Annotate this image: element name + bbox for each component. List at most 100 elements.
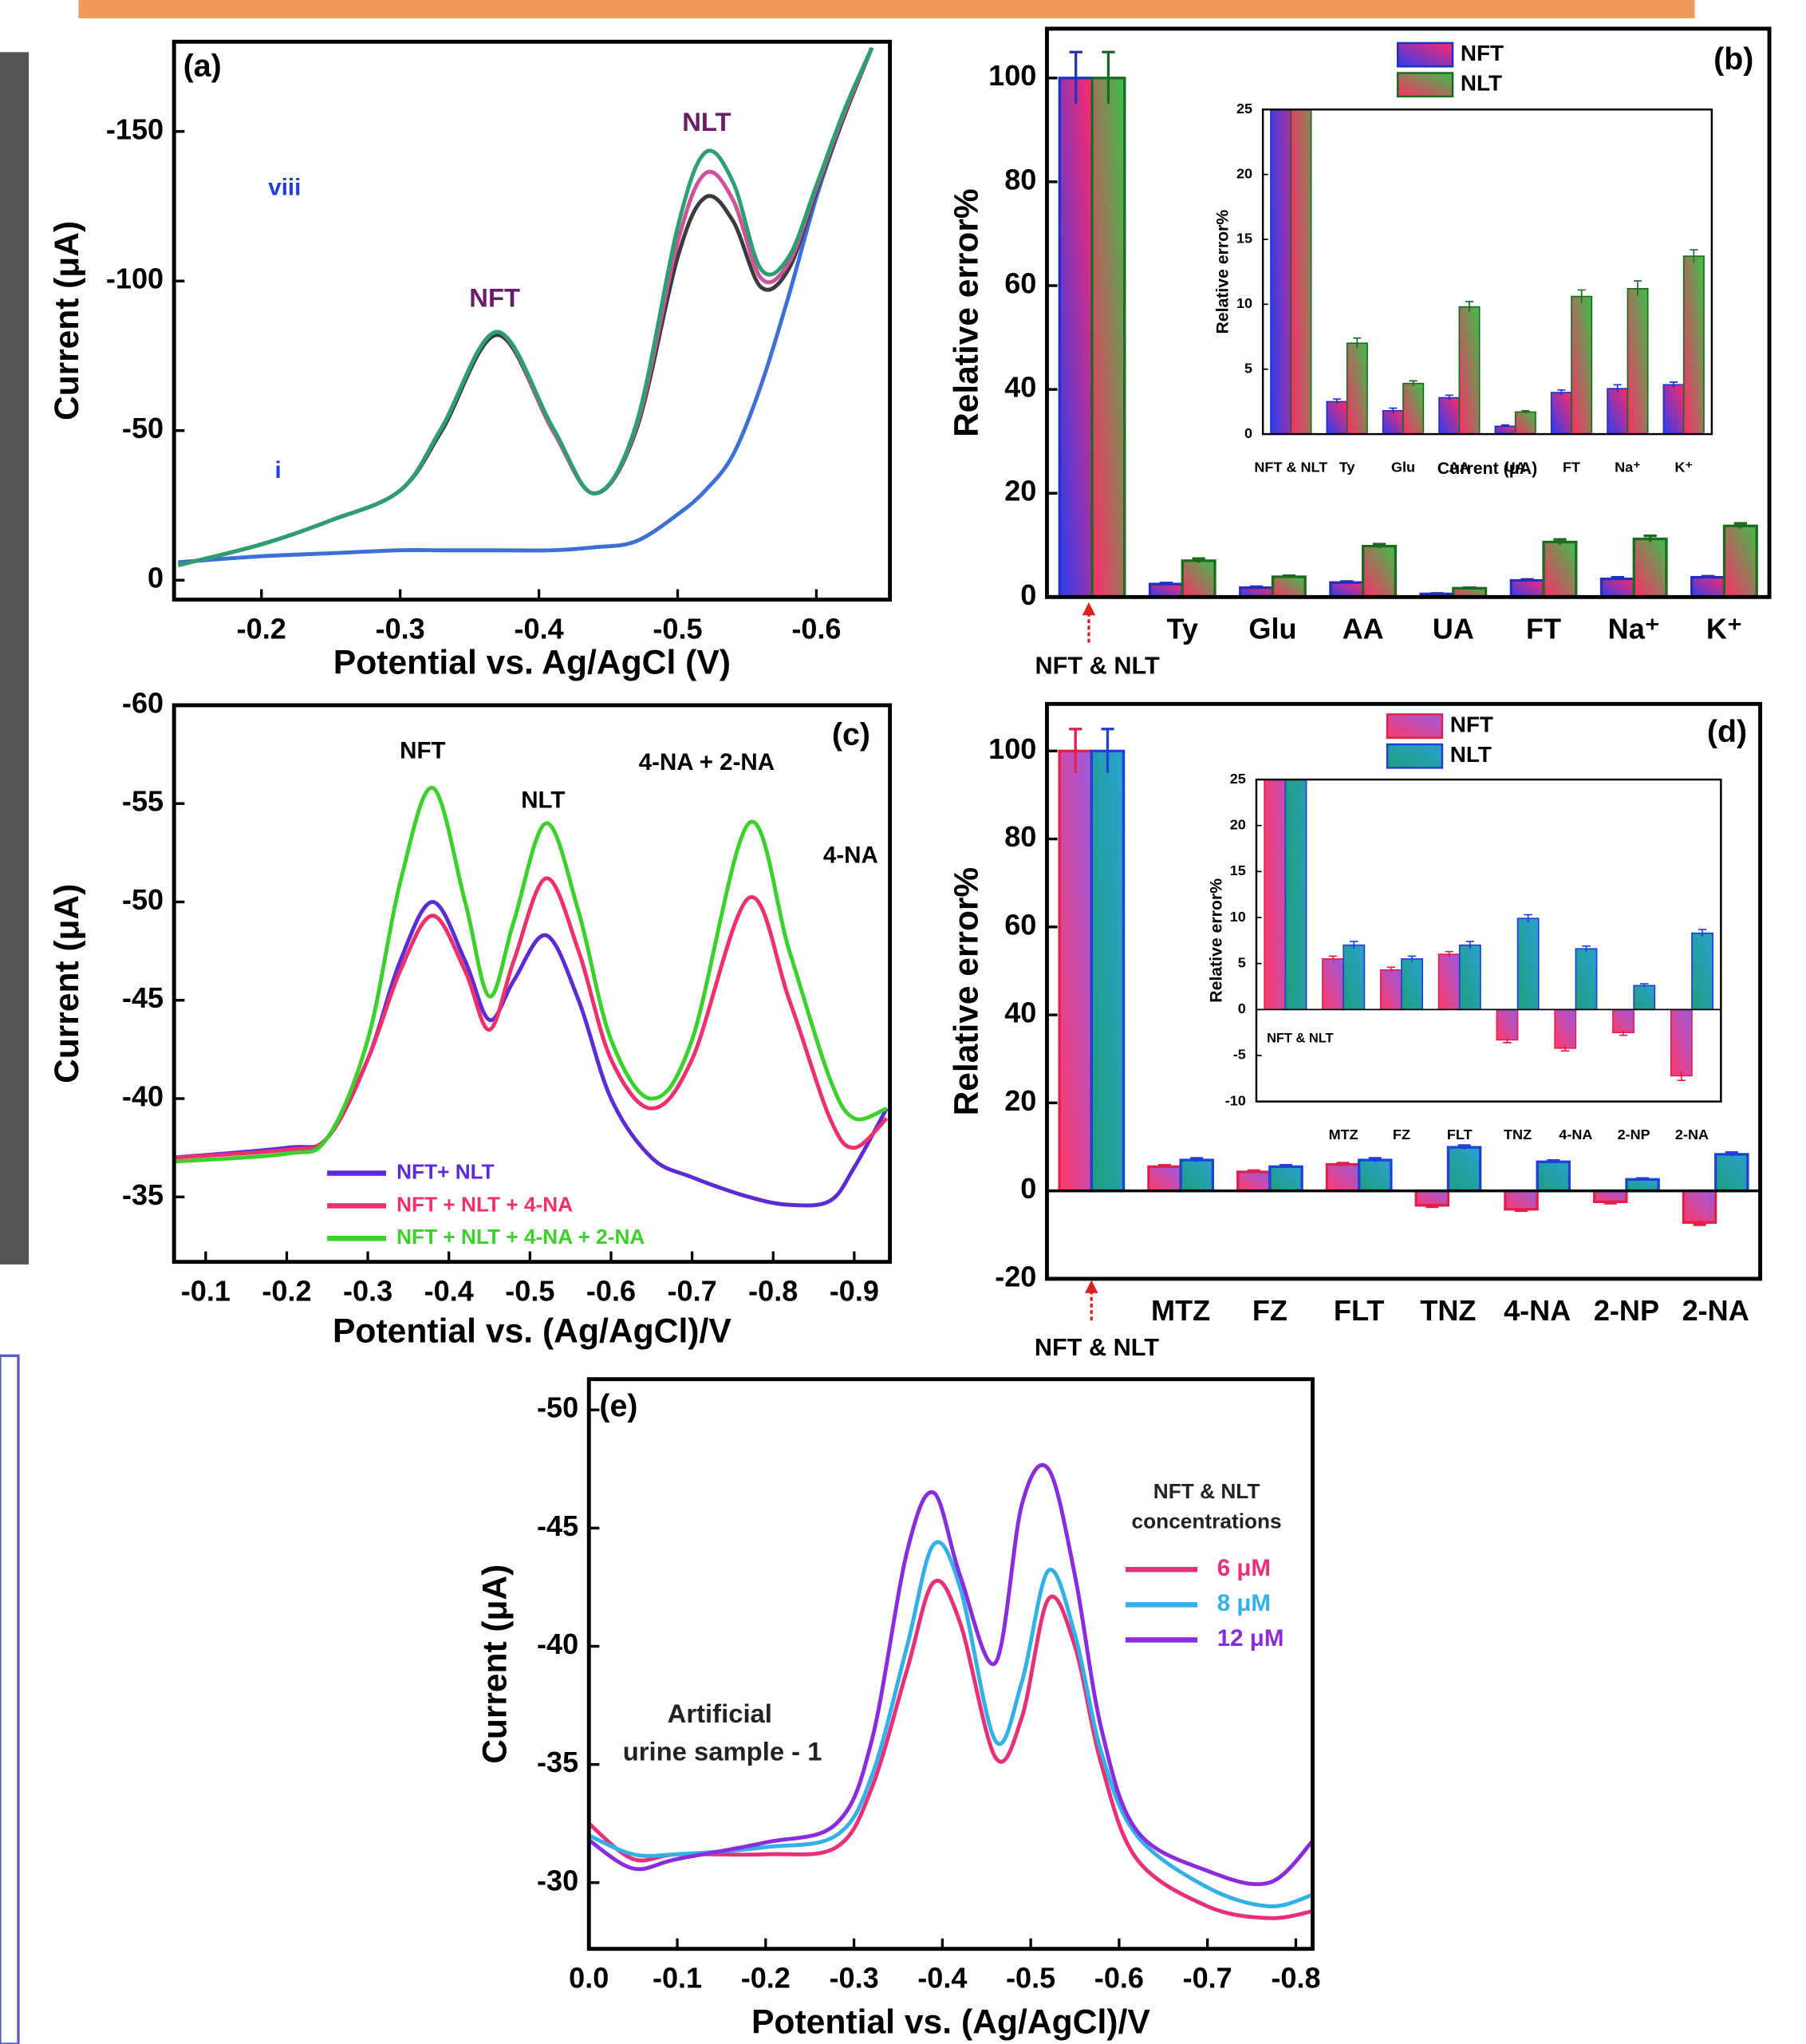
error-bar — [1102, 50, 1115, 105]
y-tick-label: -40 — [122, 1080, 164, 1113]
error-bar — [1515, 1208, 1528, 1213]
line-series — [178, 46, 874, 565]
bar — [1179, 1158, 1214, 1193]
line-series — [177, 46, 874, 567]
y-tick-label: 0 — [148, 562, 164, 594]
x-tick-label: Ty — [1339, 459, 1355, 475]
annotation: urine sample - 1 — [623, 1736, 822, 1766]
x-tick-label: NFT & NLT — [1035, 653, 1160, 680]
legend-label: NFT + NLT + 4-NA — [396, 1192, 573, 1216]
annotation: 4-NA — [823, 842, 878, 868]
error-bar — [1733, 522, 1747, 529]
error-bar — [1353, 337, 1362, 349]
x-tick-label: FLT — [1447, 1127, 1473, 1142]
error-bar — [1465, 301, 1474, 313]
x-tick-label: -0.6 — [586, 1274, 636, 1307]
legend-label: 6 μM — [1217, 1555, 1271, 1581]
x-tick-label: -0.7 — [1183, 1962, 1232, 1995]
y-tick-label: -10 — [1225, 1092, 1246, 1108]
legend-swatch — [1396, 41, 1454, 68]
bar — [1691, 932, 1713, 1011]
error-bar — [1521, 409, 1530, 414]
error-bar — [1582, 945, 1591, 952]
error-bar — [1445, 950, 1453, 957]
x-tick-label: Glu — [1391, 459, 1415, 475]
y-tick-label: 20 — [1230, 817, 1246, 833]
y-axis-label: Relative error% — [1213, 210, 1232, 334]
error-bar — [1690, 249, 1698, 263]
y-tick-label: -35 — [537, 1746, 578, 1778]
error-bar — [1524, 913, 1532, 922]
y-tick-label: 80 — [1004, 820, 1036, 853]
bar — [1509, 578, 1545, 598]
error-bar — [1725, 1151, 1738, 1157]
bar — [1682, 255, 1705, 435]
x-tick-label: Na⁺ — [1608, 612, 1660, 645]
x-tick-label: -0.1 — [181, 1274, 231, 1307]
x-tick-label: -0.6 — [791, 612, 841, 645]
error-bar — [1386, 966, 1396, 973]
x-tick-label: Na⁺ — [1615, 459, 1641, 475]
bar — [1599, 577, 1635, 598]
error-bar — [1069, 728, 1082, 773]
annotation: i — [275, 457, 282, 483]
error-bar — [1577, 289, 1586, 303]
x-tick-label: -0.5 — [653, 612, 702, 645]
bar — [1236, 1170, 1272, 1193]
annotation: NFT — [469, 283, 520, 313]
y-axis-label: Relative error% — [947, 867, 985, 1116]
bar — [1593, 1189, 1628, 1204]
y-tick-label: 25 — [1236, 101, 1252, 116]
x-tick-label: -0.9 — [830, 1274, 879, 1307]
error-bar — [1633, 280, 1642, 297]
legend-swatch — [1386, 713, 1444, 740]
y-tick-label: -35 — [122, 1178, 164, 1211]
error-bar — [1340, 580, 1354, 584]
bar — [1268, 1165, 1303, 1193]
error-bar — [1249, 585, 1264, 589]
bar — [1322, 958, 1344, 1011]
plot-frame — [1045, 701, 1763, 1281]
error-bar — [1677, 1071, 1686, 1081]
error-bar — [1619, 1029, 1628, 1036]
x-tick-label: TNZ — [1504, 1127, 1532, 1142]
y-tick-label: 0 — [1020, 1172, 1036, 1205]
error-bar — [1247, 1169, 1260, 1174]
annotation: (c) — [832, 717, 870, 752]
plot-frame — [172, 39, 893, 602]
error-bar — [1192, 557, 1205, 563]
x-tick-label: -0.3 — [829, 1962, 878, 1995]
y-tick-label: -30 — [537, 1864, 578, 1896]
x-axis-label: Current (μA) — [1437, 459, 1538, 478]
annotation: (b) — [1713, 41, 1753, 77]
bar — [1271, 575, 1307, 598]
x-tick-label: AA — [1449, 459, 1469, 475]
plot-frame — [586, 1377, 1315, 1951]
bar — [1446, 1146, 1482, 1193]
bar — [1058, 77, 1094, 598]
error-bar — [1613, 384, 1622, 393]
marks — [589, 1462, 1313, 1920]
bar — [1682, 1189, 1717, 1224]
marks — [1047, 50, 1770, 598]
bar — [1357, 1158, 1393, 1193]
legend-label: 12 μM — [1217, 1625, 1284, 1651]
line-series — [589, 1462, 1313, 1887]
y-tick-label: -5 — [1233, 1047, 1246, 1063]
bar — [1690, 575, 1726, 598]
x-tick-label: TNZ — [1420, 1294, 1476, 1327]
x-tick-label: -0.4 — [424, 1274, 474, 1307]
y-tick-label: 100 — [988, 59, 1036, 92]
y-tick-label: 60 — [1004, 267, 1036, 300]
x-tick-label: K⁺ — [1674, 459, 1693, 475]
line-series — [174, 786, 888, 1164]
bar — [1542, 540, 1578, 598]
error-bar — [1500, 424, 1510, 428]
bar — [1514, 411, 1536, 435]
y-tick-label: -50 — [537, 1391, 578, 1424]
bar — [1090, 77, 1126, 598]
y-axis-label: Relative error% — [1206, 878, 1225, 1003]
x-tick-label: -0.4 — [515, 612, 564, 645]
